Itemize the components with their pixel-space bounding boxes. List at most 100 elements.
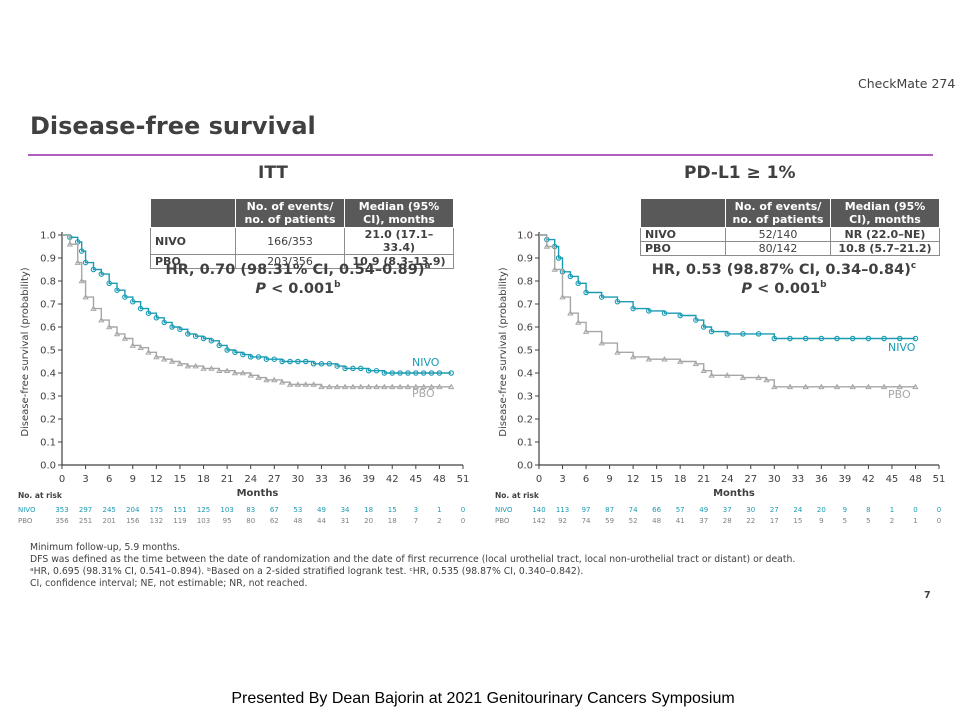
x-tick-label: 45 xyxy=(409,474,422,485)
y-tick-label: 0.3 xyxy=(517,392,533,403)
censor-mark xyxy=(318,383,325,390)
censor-mark xyxy=(381,370,388,376)
risk-value: 201 xyxy=(102,517,115,525)
x-tick-label: 21 xyxy=(221,474,234,485)
censor-mark xyxy=(90,266,97,273)
censor-mark xyxy=(287,358,293,365)
x-tick-label: 39 xyxy=(362,474,375,485)
censor-mark xyxy=(129,342,136,348)
table-row: PBO 80/142 10.8 (5.7–21.2) xyxy=(640,241,940,256)
censor-mark xyxy=(310,361,317,367)
censor-mark xyxy=(436,383,443,390)
censor-mark xyxy=(677,312,683,319)
x-tick-label: 0 xyxy=(59,474,65,485)
risk-value: 49 xyxy=(317,506,326,514)
risk-value: 53 xyxy=(293,506,302,514)
censor-mark xyxy=(567,273,574,280)
table-header-events: No. of events/ no. of patients xyxy=(725,198,831,228)
risk-value: 24 xyxy=(793,506,802,514)
risk-value: 297 xyxy=(79,506,92,514)
risk-value: 15 xyxy=(388,506,397,514)
risk-value: 1 xyxy=(437,506,441,514)
censor-mark xyxy=(200,365,207,371)
panel-title-pdl1: PD-L1 ≥ 1% xyxy=(684,163,796,183)
p-value-itt: P < 0.001b xyxy=(128,280,468,297)
x-tick-label: 42 xyxy=(862,474,875,485)
risk-value: 119 xyxy=(173,517,186,525)
series-line-nivo xyxy=(539,234,916,340)
p-italic: P xyxy=(255,280,267,297)
risk-value: 3 xyxy=(414,506,418,514)
x-tick-label: 15 xyxy=(650,474,663,485)
censor-mark xyxy=(420,370,427,376)
censor-mark xyxy=(98,316,105,323)
censor-mark xyxy=(90,305,97,311)
censor-mark xyxy=(849,383,856,390)
censor-mark xyxy=(598,339,605,346)
censor-mark xyxy=(279,358,285,365)
table-header-median: Median (95% CI), months xyxy=(344,198,454,228)
x-tick-label: 0 xyxy=(536,474,542,485)
censor-mark xyxy=(865,383,872,390)
x-tick-label: 24 xyxy=(244,474,257,485)
risk-value: 62 xyxy=(270,517,279,525)
risk-value: 80 xyxy=(246,517,255,525)
censor-mark xyxy=(137,344,144,350)
y-tick-label: 0.4 xyxy=(517,369,533,380)
risk-value: 125 xyxy=(197,506,210,514)
censor-mark xyxy=(255,354,262,360)
censor-mark xyxy=(677,358,684,364)
risk-value: 59 xyxy=(605,517,614,525)
x-tick-label: 36 xyxy=(339,474,352,485)
censor-mark xyxy=(818,383,825,390)
censor-mark xyxy=(113,330,121,337)
y-tick-label: 0.7 xyxy=(517,300,533,311)
hr-text: HR, 0.70 (98.31% CI, 0.54–0.89) xyxy=(165,261,425,278)
x-tick-label: 27 xyxy=(744,474,757,485)
p-sup: b xyxy=(334,280,341,290)
risk-value: 30 xyxy=(746,506,755,514)
risk-value: 97 xyxy=(582,506,591,514)
censor-mark xyxy=(271,376,278,383)
x-tick-label: 30 xyxy=(768,474,781,485)
risk-value: 103 xyxy=(197,517,210,525)
x-tick-label: 9 xyxy=(130,474,136,485)
risk-value: 5 xyxy=(843,517,847,525)
risk-value: 156 xyxy=(126,517,140,525)
censor-mark xyxy=(896,383,903,390)
censor-mark xyxy=(771,335,778,342)
risk-value: 2 xyxy=(437,517,441,525)
censor-mark xyxy=(358,365,364,372)
footnotes: Minimum follow-up, 5.9 months. DFS was d… xyxy=(30,542,795,590)
x-tick-label: 42 xyxy=(386,474,399,485)
censor-mark xyxy=(880,383,888,390)
censor-mark xyxy=(802,335,809,342)
risk-value: 20 xyxy=(817,506,826,514)
censor-mark xyxy=(413,370,419,376)
risk-value: 52 xyxy=(629,517,638,525)
censor-mark xyxy=(121,335,129,341)
risk-value: 22 xyxy=(746,517,755,525)
p-sup: b xyxy=(820,280,827,290)
panel-title-itt: ITT xyxy=(258,163,288,183)
y-tick-label: 0.3 xyxy=(40,392,56,403)
censor-mark xyxy=(216,342,223,349)
risk-value: 31 xyxy=(341,517,350,525)
series-line-pbo xyxy=(62,234,452,388)
risk-arm: PBO xyxy=(18,517,33,525)
table-row: NIVO 166/353 21.0 (17.1–33.4) xyxy=(150,227,454,255)
censor-mark xyxy=(428,370,435,376)
risk-value: 8 xyxy=(866,506,870,514)
risk-value: 5 xyxy=(866,517,870,525)
censor-mark xyxy=(247,354,254,360)
censor-mark xyxy=(302,358,309,365)
censor-mark xyxy=(396,383,404,390)
risk-title: No. at risk xyxy=(495,491,540,500)
censor-mark xyxy=(161,355,168,362)
censor-mark xyxy=(326,361,333,367)
risk-value: 41 xyxy=(676,517,685,525)
censor-mark xyxy=(833,383,841,390)
censor-mark xyxy=(231,369,239,376)
slide-title: Disease-free survival xyxy=(30,112,316,140)
censor-mark xyxy=(255,374,262,380)
